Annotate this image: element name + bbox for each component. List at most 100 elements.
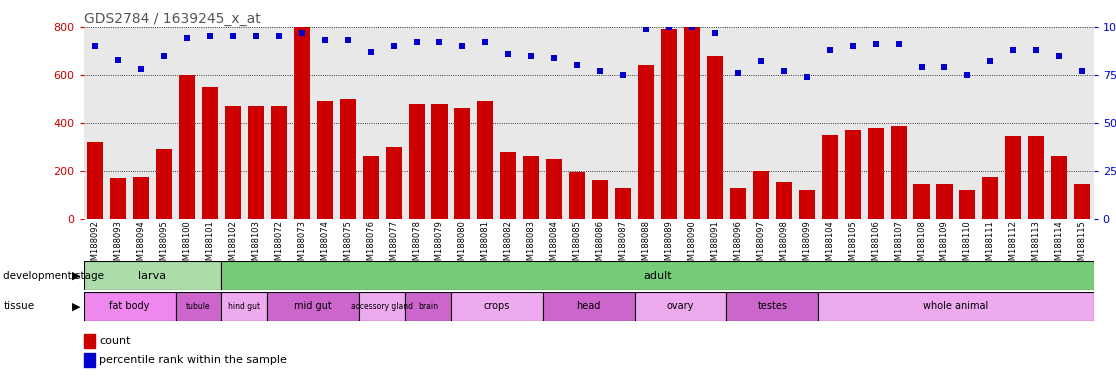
Bar	[730, 188, 745, 219]
Text: ovary: ovary	[667, 301, 694, 311]
Bar	[706, 56, 723, 219]
Bar	[661, 29, 677, 219]
Text: head: head	[577, 301, 600, 311]
Point	[844, 43, 862, 49]
Bar	[818, 292, 1094, 321]
Bar	[821, 135, 838, 219]
Bar	[546, 159, 562, 219]
Bar	[224, 106, 241, 219]
Text: development stage: development stage	[3, 270, 105, 281]
Bar	[432, 104, 448, 219]
Point	[798, 74, 816, 80]
Bar	[317, 101, 333, 219]
Point	[292, 30, 310, 36]
Bar	[175, 292, 221, 321]
Text: ▶: ▶	[71, 270, 80, 281]
Bar	[799, 190, 815, 219]
Text: GDS2784 / 1639245_x_at: GDS2784 / 1639245_x_at	[84, 12, 260, 26]
Bar	[268, 292, 359, 321]
Text: ▶: ▶	[71, 301, 80, 311]
Point	[660, 24, 677, 30]
Bar	[339, 99, 356, 219]
Bar	[294, 27, 310, 219]
Text: percentile rank within the sample: percentile rank within the sample	[99, 355, 287, 365]
Bar	[638, 65, 654, 219]
Bar	[891, 126, 906, 219]
Point	[201, 33, 219, 40]
Bar	[385, 147, 402, 219]
Point	[752, 58, 770, 65]
Bar	[500, 152, 517, 219]
Point	[683, 24, 701, 30]
Text: hind gut: hind gut	[229, 302, 260, 311]
Point	[407, 39, 425, 45]
Point	[867, 41, 885, 47]
Text: testes: testes	[758, 301, 787, 311]
Bar	[684, 27, 700, 219]
Bar	[753, 171, 769, 219]
Point	[522, 53, 540, 59]
Bar	[408, 104, 424, 219]
Bar	[363, 157, 378, 219]
Bar	[1051, 157, 1067, 219]
Bar	[569, 172, 585, 219]
Bar	[221, 292, 268, 321]
Point	[500, 51, 518, 57]
Text: brain: brain	[418, 302, 437, 311]
Bar	[84, 292, 175, 321]
Bar	[248, 106, 263, 219]
Bar	[727, 292, 818, 321]
Point	[477, 39, 494, 45]
Bar	[110, 178, 126, 219]
Bar	[202, 87, 218, 219]
Point	[820, 47, 838, 53]
Bar	[960, 190, 975, 219]
Point	[546, 55, 564, 61]
Bar	[982, 177, 999, 219]
Text: crops: crops	[483, 301, 510, 311]
Bar	[593, 180, 608, 219]
Point	[706, 30, 724, 36]
Bar	[405, 292, 451, 321]
Bar	[179, 75, 195, 219]
Bar	[776, 182, 792, 219]
Point	[1004, 47, 1022, 53]
Point	[155, 53, 173, 59]
Point	[614, 72, 632, 78]
Point	[362, 49, 379, 55]
Point	[132, 66, 150, 72]
Bar	[1075, 184, 1090, 219]
Bar	[914, 184, 930, 219]
Text: whole animal: whole animal	[923, 301, 989, 311]
Point	[224, 33, 242, 40]
Text: count: count	[99, 336, 131, 346]
Bar	[542, 292, 635, 321]
Point	[1074, 68, 1091, 74]
Bar	[867, 127, 884, 219]
Point	[568, 62, 586, 68]
Bar	[359, 292, 405, 321]
Point	[637, 26, 655, 32]
Point	[339, 37, 357, 43]
Bar	[84, 353, 95, 367]
Text: mid gut: mid gut	[295, 301, 333, 311]
Text: tissue: tissue	[3, 301, 35, 311]
Bar	[936, 184, 953, 219]
Point	[1050, 53, 1068, 59]
Text: accessory gland: accessory gland	[352, 302, 413, 311]
Point	[179, 35, 196, 41]
Bar	[478, 101, 493, 219]
Point	[385, 43, 403, 49]
Point	[981, 58, 999, 65]
Bar	[615, 188, 632, 219]
Bar	[1006, 136, 1021, 219]
Bar	[1028, 136, 1045, 219]
Bar	[87, 142, 103, 219]
Bar	[523, 157, 539, 219]
Bar	[84, 334, 95, 348]
Text: larva: larva	[138, 270, 166, 281]
Point	[247, 33, 264, 40]
Point	[453, 43, 471, 49]
Point	[316, 37, 334, 43]
Point	[935, 64, 953, 70]
